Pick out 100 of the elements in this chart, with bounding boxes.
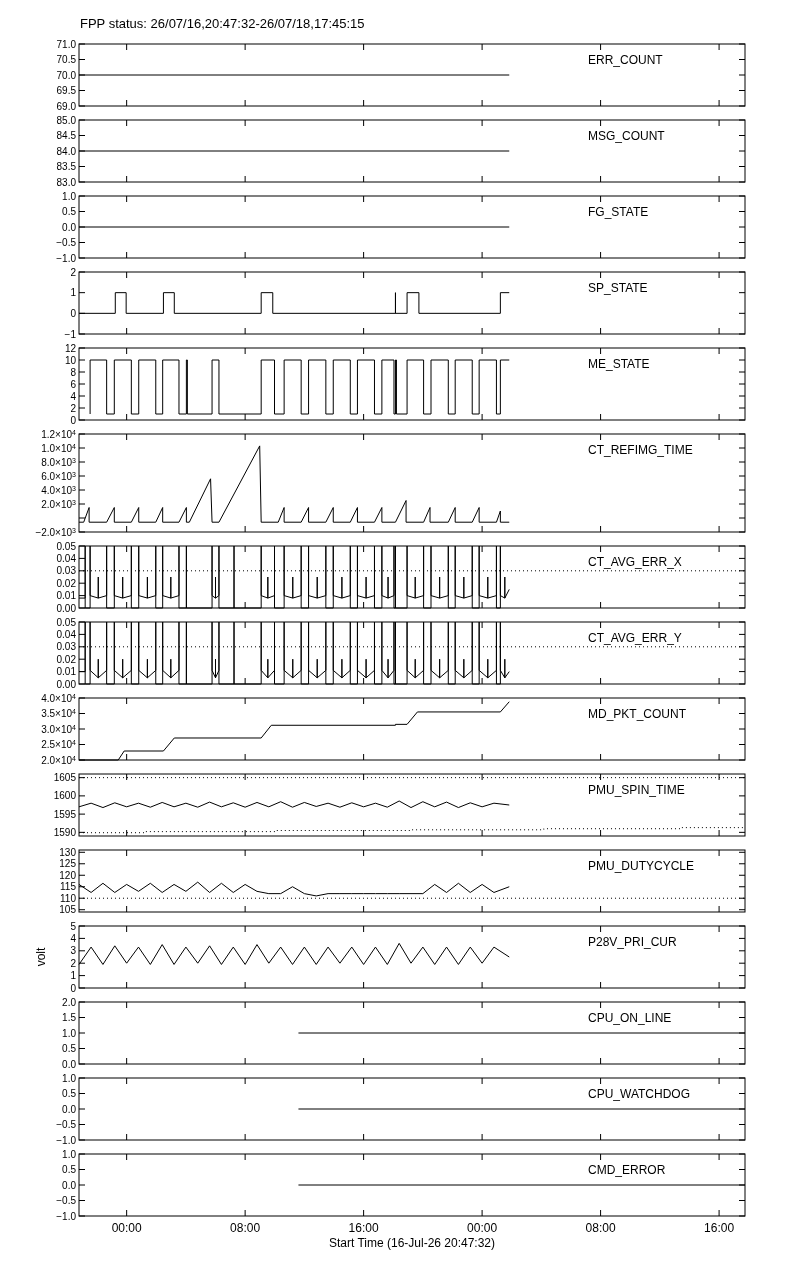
- y-tick-label: 2: [70, 402, 77, 414]
- y-tick-label: −0.5: [56, 237, 77, 248]
- x-tick-label: 08:00: [230, 1221, 261, 1235]
- y-tick-label: 85.0: [56, 114, 77, 126]
- y-tick-label: 1.5: [62, 1012, 77, 1023]
- y-tick-label: 0.5: [62, 1043, 77, 1054]
- y-tick-label: 1: [70, 970, 77, 982]
- x-tick-label: 16:00: [348, 1221, 379, 1235]
- y-tick-label: 2.5×10$^{4}$: [41, 738, 77, 750]
- legend-label: ERR_COUNT: [588, 53, 664, 67]
- y-tick-label: 125: [59, 858, 77, 870]
- y-tick-label: −0.5: [56, 1195, 77, 1206]
- y-tick-label: 69.5: [56, 85, 77, 96]
- y-tick-label: 2.0: [62, 996, 77, 1008]
- y-tick-label: 2.0×10$^{4}$: [41, 754, 77, 766]
- y-tick-label: 0.0: [62, 1179, 77, 1191]
- legend-label: CPU_ON_LINE: [588, 1011, 672, 1025]
- legend-label: PMU_SPIN_TIME: [588, 783, 685, 797]
- y-tick-label: 0.02: [56, 577, 77, 589]
- y-tick-label: 1.0: [62, 190, 77, 202]
- chart-title: FPP status: 26/07/16,20:47:32-26/07/18,17:45:15: [80, 16, 365, 31]
- y-tick-label: 105: [59, 904, 77, 916]
- y-tick-label: 83.0: [56, 176, 77, 188]
- legend-label: CT_REFIMG_TIME: [588, 443, 693, 457]
- y-tick-label: 70.0: [56, 69, 77, 81]
- x-tick-label: 00:00: [467, 1221, 498, 1235]
- x-tick-label: 00:00: [111, 1221, 142, 1235]
- y-tick-label: 1590: [53, 826, 77, 838]
- y-tick-label: 2: [70, 266, 77, 278]
- y-tick-label: 0.02: [56, 653, 77, 665]
- y-tick-label: 2.0×10$^{3}$: [41, 498, 77, 510]
- y-tick-label: 70.5: [56, 54, 77, 65]
- y-tick-label: 0.0: [62, 221, 77, 233]
- y-tick-label: 0: [70, 414, 77, 426]
- legend-label: ME_STATE: [588, 357, 650, 371]
- y-tick-label: 4.0×10$^{3}$: [41, 484, 77, 496]
- legend-label: PMU_DUTYCYCLE: [588, 859, 695, 873]
- y-tick-label: 0.01: [56, 666, 77, 678]
- y-tick-label: 3.0×10$^{4}$: [41, 723, 77, 735]
- y-tick-label: 1.0: [62, 1027, 77, 1039]
- y-tick-label: 0.03: [56, 641, 77, 653]
- legend-label: MD_PKT_COUNT: [588, 707, 687, 721]
- y-tick-label: 0.0: [62, 1058, 77, 1070]
- y-tick-label: 0: [70, 982, 77, 994]
- y-tick-label: −2.0×10$^{3}$: [35, 526, 77, 538]
- y-axis-title: volt: [34, 947, 48, 967]
- y-tick-label: 0.00: [56, 602, 77, 614]
- y-tick-label: −1.0: [56, 1210, 77, 1222]
- y-tick-label: −1: [64, 328, 77, 340]
- legend-label: SP_STATE: [588, 281, 648, 295]
- y-tick-label: 1605: [53, 772, 77, 784]
- y-tick-label: 0.5: [62, 206, 77, 217]
- x-tick-label: 08:00: [585, 1221, 616, 1235]
- y-tick-label: 0.05: [56, 540, 77, 552]
- y-tick-label: −1.0: [56, 252, 77, 264]
- y-tick-label: −0.5: [56, 1119, 77, 1130]
- y-tick-label: 4.0×10$^{4}$: [41, 692, 77, 704]
- y-tick-label: 110: [60, 892, 77, 904]
- y-tick-label: 115: [60, 881, 77, 893]
- y-tick-label: 3.5×10$^{4}$: [41, 707, 77, 719]
- y-tick-label: 8.0×10$^{3}$: [41, 456, 77, 468]
- y-tick-label: 0: [70, 307, 77, 319]
- y-tick-label: 0.0: [62, 1103, 77, 1115]
- legend-label: FG_STATE: [588, 205, 649, 219]
- y-tick-label: 6.0×10$^{3}$: [41, 470, 77, 482]
- y-tick-label: 69.0: [56, 100, 77, 112]
- legend-label: CPU_WATCHDOG: [588, 1087, 690, 1101]
- y-tick-label: 0.04: [56, 628, 77, 640]
- y-tick-label: 130: [59, 846, 77, 858]
- y-tick-label: 0.5: [62, 1088, 77, 1099]
- y-tick-label: 83.5: [56, 161, 77, 172]
- y-tick-label: 0.05: [56, 616, 77, 628]
- y-tick-label: 4: [70, 932, 77, 944]
- legend-label: CT_AVG_ERR_Y: [588, 631, 682, 645]
- y-tick-label: 71.0: [56, 38, 77, 50]
- legend-label: CMD_ERROR: [588, 1163, 666, 1177]
- y-tick-label: 2: [70, 957, 77, 969]
- y-tick-label: −1.0: [56, 1134, 77, 1146]
- y-tick-label: 84.5: [56, 130, 77, 141]
- y-tick-label: 84.0: [56, 145, 77, 157]
- y-tick-label: 120: [59, 869, 77, 881]
- y-tick-label: 3: [70, 945, 77, 957]
- y-tick-label: 0.03: [56, 565, 77, 577]
- y-tick-label: 1.2×10$^{4}$: [41, 428, 77, 440]
- y-tick-label: 1.0: [62, 1148, 77, 1160]
- y-tick-label: 1600: [53, 790, 77, 802]
- y-tick-label: 0.00: [56, 678, 77, 690]
- legend-label: MSG_COUNT: [588, 129, 666, 143]
- x-tick-label: 16:00: [704, 1221, 735, 1235]
- x-axis-title: Start Time (16-Jul-26 20:47:32): [328, 1236, 496, 1250]
- y-tick-label: 12: [64, 342, 77, 354]
- legend-label: CT_AVG_ERR_X: [588, 555, 682, 569]
- y-tick-label: 0.5: [62, 1164, 77, 1175]
- y-tick-label: 1: [70, 287, 77, 299]
- y-tick-label: 8: [70, 366, 77, 378]
- y-tick-label: 4: [70, 390, 77, 402]
- y-tick-label: 0.04: [56, 552, 77, 564]
- y-tick-label: 1595: [53, 808, 77, 820]
- y-tick-label: 5: [70, 920, 77, 932]
- y-tick-label: 0.01: [56, 590, 77, 602]
